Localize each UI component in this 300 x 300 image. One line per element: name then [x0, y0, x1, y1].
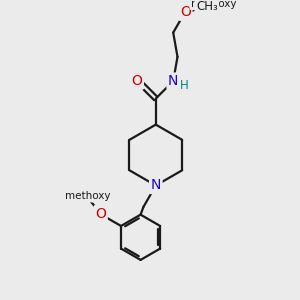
Text: CH₃: CH₃: [196, 0, 218, 13]
Text: N: N: [151, 178, 161, 193]
Text: methoxy: methoxy: [64, 191, 110, 201]
Text: methoxy: methoxy: [191, 0, 236, 9]
Text: N: N: [168, 74, 178, 88]
Text: O: O: [131, 74, 142, 88]
Text: H: H: [180, 79, 189, 92]
Text: O: O: [95, 207, 106, 220]
Text: O: O: [180, 5, 191, 19]
